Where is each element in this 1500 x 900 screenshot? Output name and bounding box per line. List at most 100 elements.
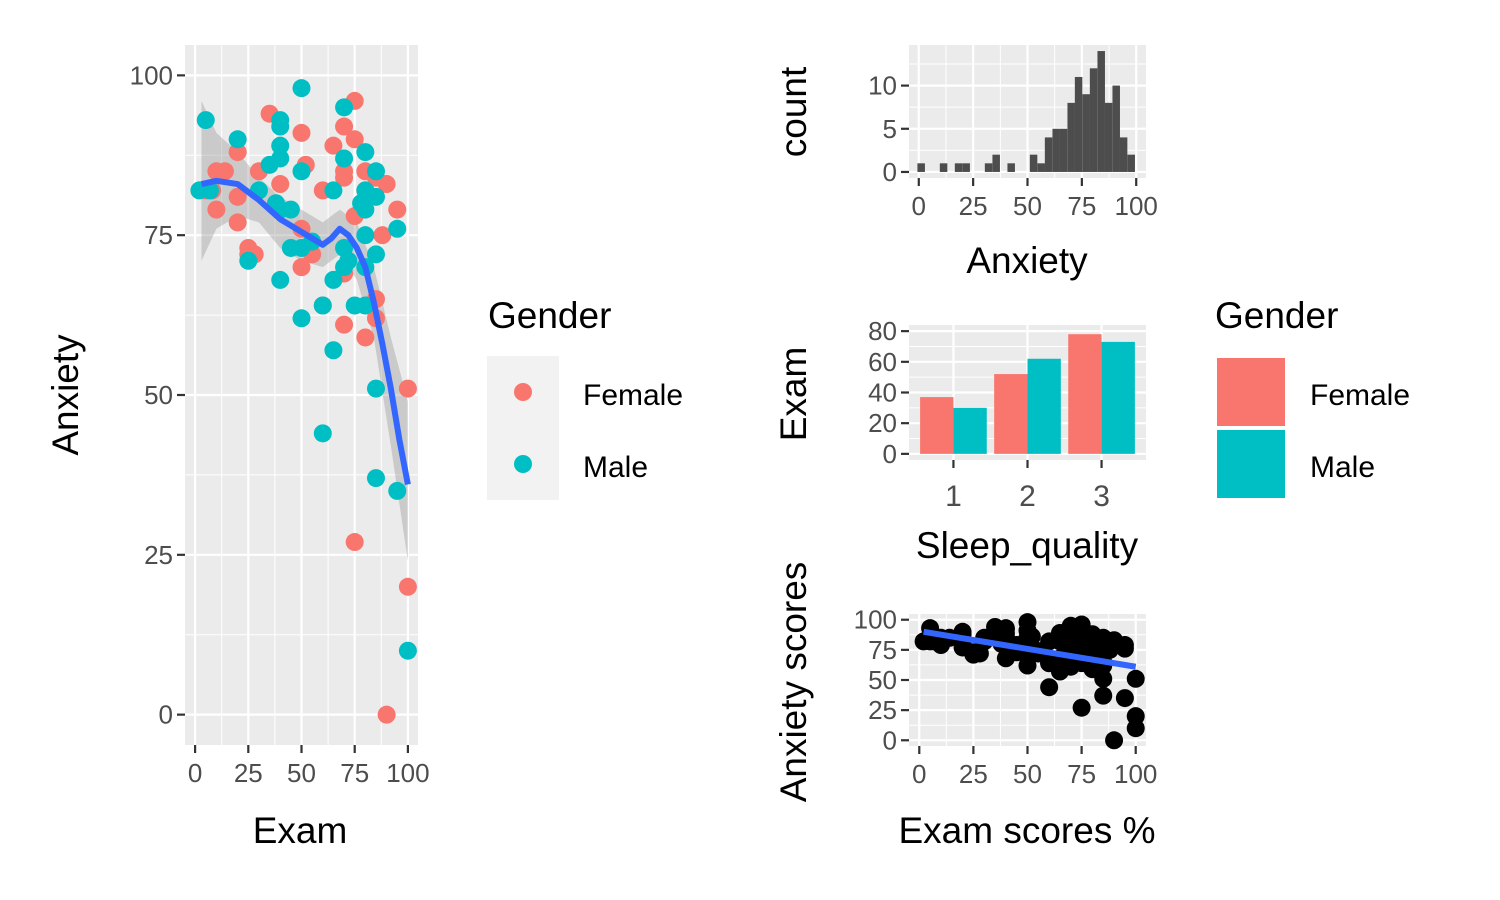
point-female [324, 136, 343, 155]
x-tick-label: 50 [287, 758, 316, 788]
point-male [356, 200, 375, 219]
point-female [398, 379, 417, 398]
point-male [335, 98, 354, 117]
legend-key-male [1217, 430, 1285, 498]
point-male [366, 162, 385, 181]
y-tick-label: 100 [854, 605, 897, 635]
point-female [228, 213, 247, 232]
y-tick-label: 50 [868, 665, 897, 695]
point-female [335, 315, 354, 334]
histogram-bar [1059, 128, 1068, 172]
y-tick-label: 80 [868, 316, 897, 346]
x-tick-label: 0 [912, 759, 926, 789]
x-tick-label: 0 [188, 758, 202, 788]
histogram-bar [917, 163, 925, 172]
point-female [377, 175, 396, 194]
histogram-bar [992, 154, 1000, 172]
point-female [271, 175, 290, 194]
histogram-bar [1119, 137, 1128, 172]
point-male [366, 379, 385, 398]
loess-curve [200, 177, 411, 486]
histogram-bar [1112, 85, 1120, 172]
point-male [398, 641, 417, 660]
confidence-ribbon [201, 100, 408, 562]
point-female [292, 258, 311, 277]
histogram-bar [984, 163, 993, 172]
legend-title: Gender [1215, 295, 1338, 336]
point-male [292, 162, 311, 181]
histogram-bars [917, 51, 1135, 172]
point-male [271, 270, 290, 289]
point [1126, 719, 1145, 738]
histogram-bar [954, 163, 963, 172]
histogram-bar [962, 163, 970, 172]
point-female [292, 123, 311, 142]
x-tick-label: 25 [959, 759, 988, 789]
legend-key-female [1217, 358, 1285, 426]
point [1115, 689, 1134, 708]
y-tick-label: 75 [144, 220, 173, 250]
point-male [196, 111, 215, 130]
point-male [366, 245, 385, 264]
x-tick-label: 50 [1013, 759, 1042, 789]
y-tick-label: 100 [130, 60, 173, 90]
y-tick-label: 0 [883, 157, 897, 187]
point-female [207, 200, 226, 219]
point-female [377, 705, 396, 724]
point-female [356, 328, 375, 347]
bar-female [1068, 334, 1102, 454]
point [964, 645, 983, 664]
y-axis-title: Exam [773, 347, 814, 442]
y-tick-label: 10 [868, 71, 897, 101]
x-tick-label: 25 [959, 191, 988, 221]
x-tick-label: 75 [340, 758, 369, 788]
point-female [388, 200, 407, 219]
point [1018, 628, 1037, 647]
y-axis-title: count [773, 66, 814, 157]
point-female [398, 577, 417, 596]
point-male [292, 309, 311, 328]
bars [920, 334, 1135, 454]
point [1061, 626, 1080, 645]
legend-bars: Gender Female Male [1215, 295, 1410, 498]
bar-male [1027, 358, 1061, 454]
point-male [366, 469, 385, 488]
x-tick-label: 50 [1013, 191, 1042, 221]
point-male [324, 181, 343, 200]
point [1115, 639, 1134, 658]
y-tick-label: 40 [868, 378, 897, 408]
smooth-line [200, 177, 411, 486]
legend-points: Gender Female Male [487, 295, 683, 500]
x-tick-label: 100 [386, 758, 429, 788]
y-tick-label: 5 [883, 114, 897, 144]
point-male [366, 187, 385, 206]
y-tick-label: 0 [883, 439, 897, 469]
histogram-bar [1104, 102, 1113, 172]
point-male [356, 296, 375, 315]
x-tick-label: 1 [945, 480, 962, 513]
histogram-bar [1052, 128, 1060, 172]
x-axis-title: Exam scores % [898, 810, 1155, 851]
point-female [345, 533, 364, 552]
point-male [324, 270, 343, 289]
legend-key-male [514, 455, 532, 473]
x-tick-label: 0 [912, 191, 926, 221]
legend-keys-background [487, 356, 559, 500]
histogram-bar [1037, 163, 1045, 172]
histogram-bar [1029, 154, 1038, 172]
point-female [373, 226, 392, 245]
point-female [215, 162, 234, 181]
legend-title: Gender [488, 295, 611, 336]
legend-label-female: Female [583, 379, 683, 412]
x-axis-title: Sleep_quality [916, 525, 1139, 566]
point-male [388, 481, 407, 500]
point-male [271, 136, 290, 155]
y-tick-label: 50 [144, 380, 173, 410]
point-male [335, 149, 354, 168]
point-male [239, 251, 258, 270]
point-female [335, 168, 354, 187]
histogram-bar [1044, 137, 1053, 172]
bar-female [920, 397, 954, 454]
